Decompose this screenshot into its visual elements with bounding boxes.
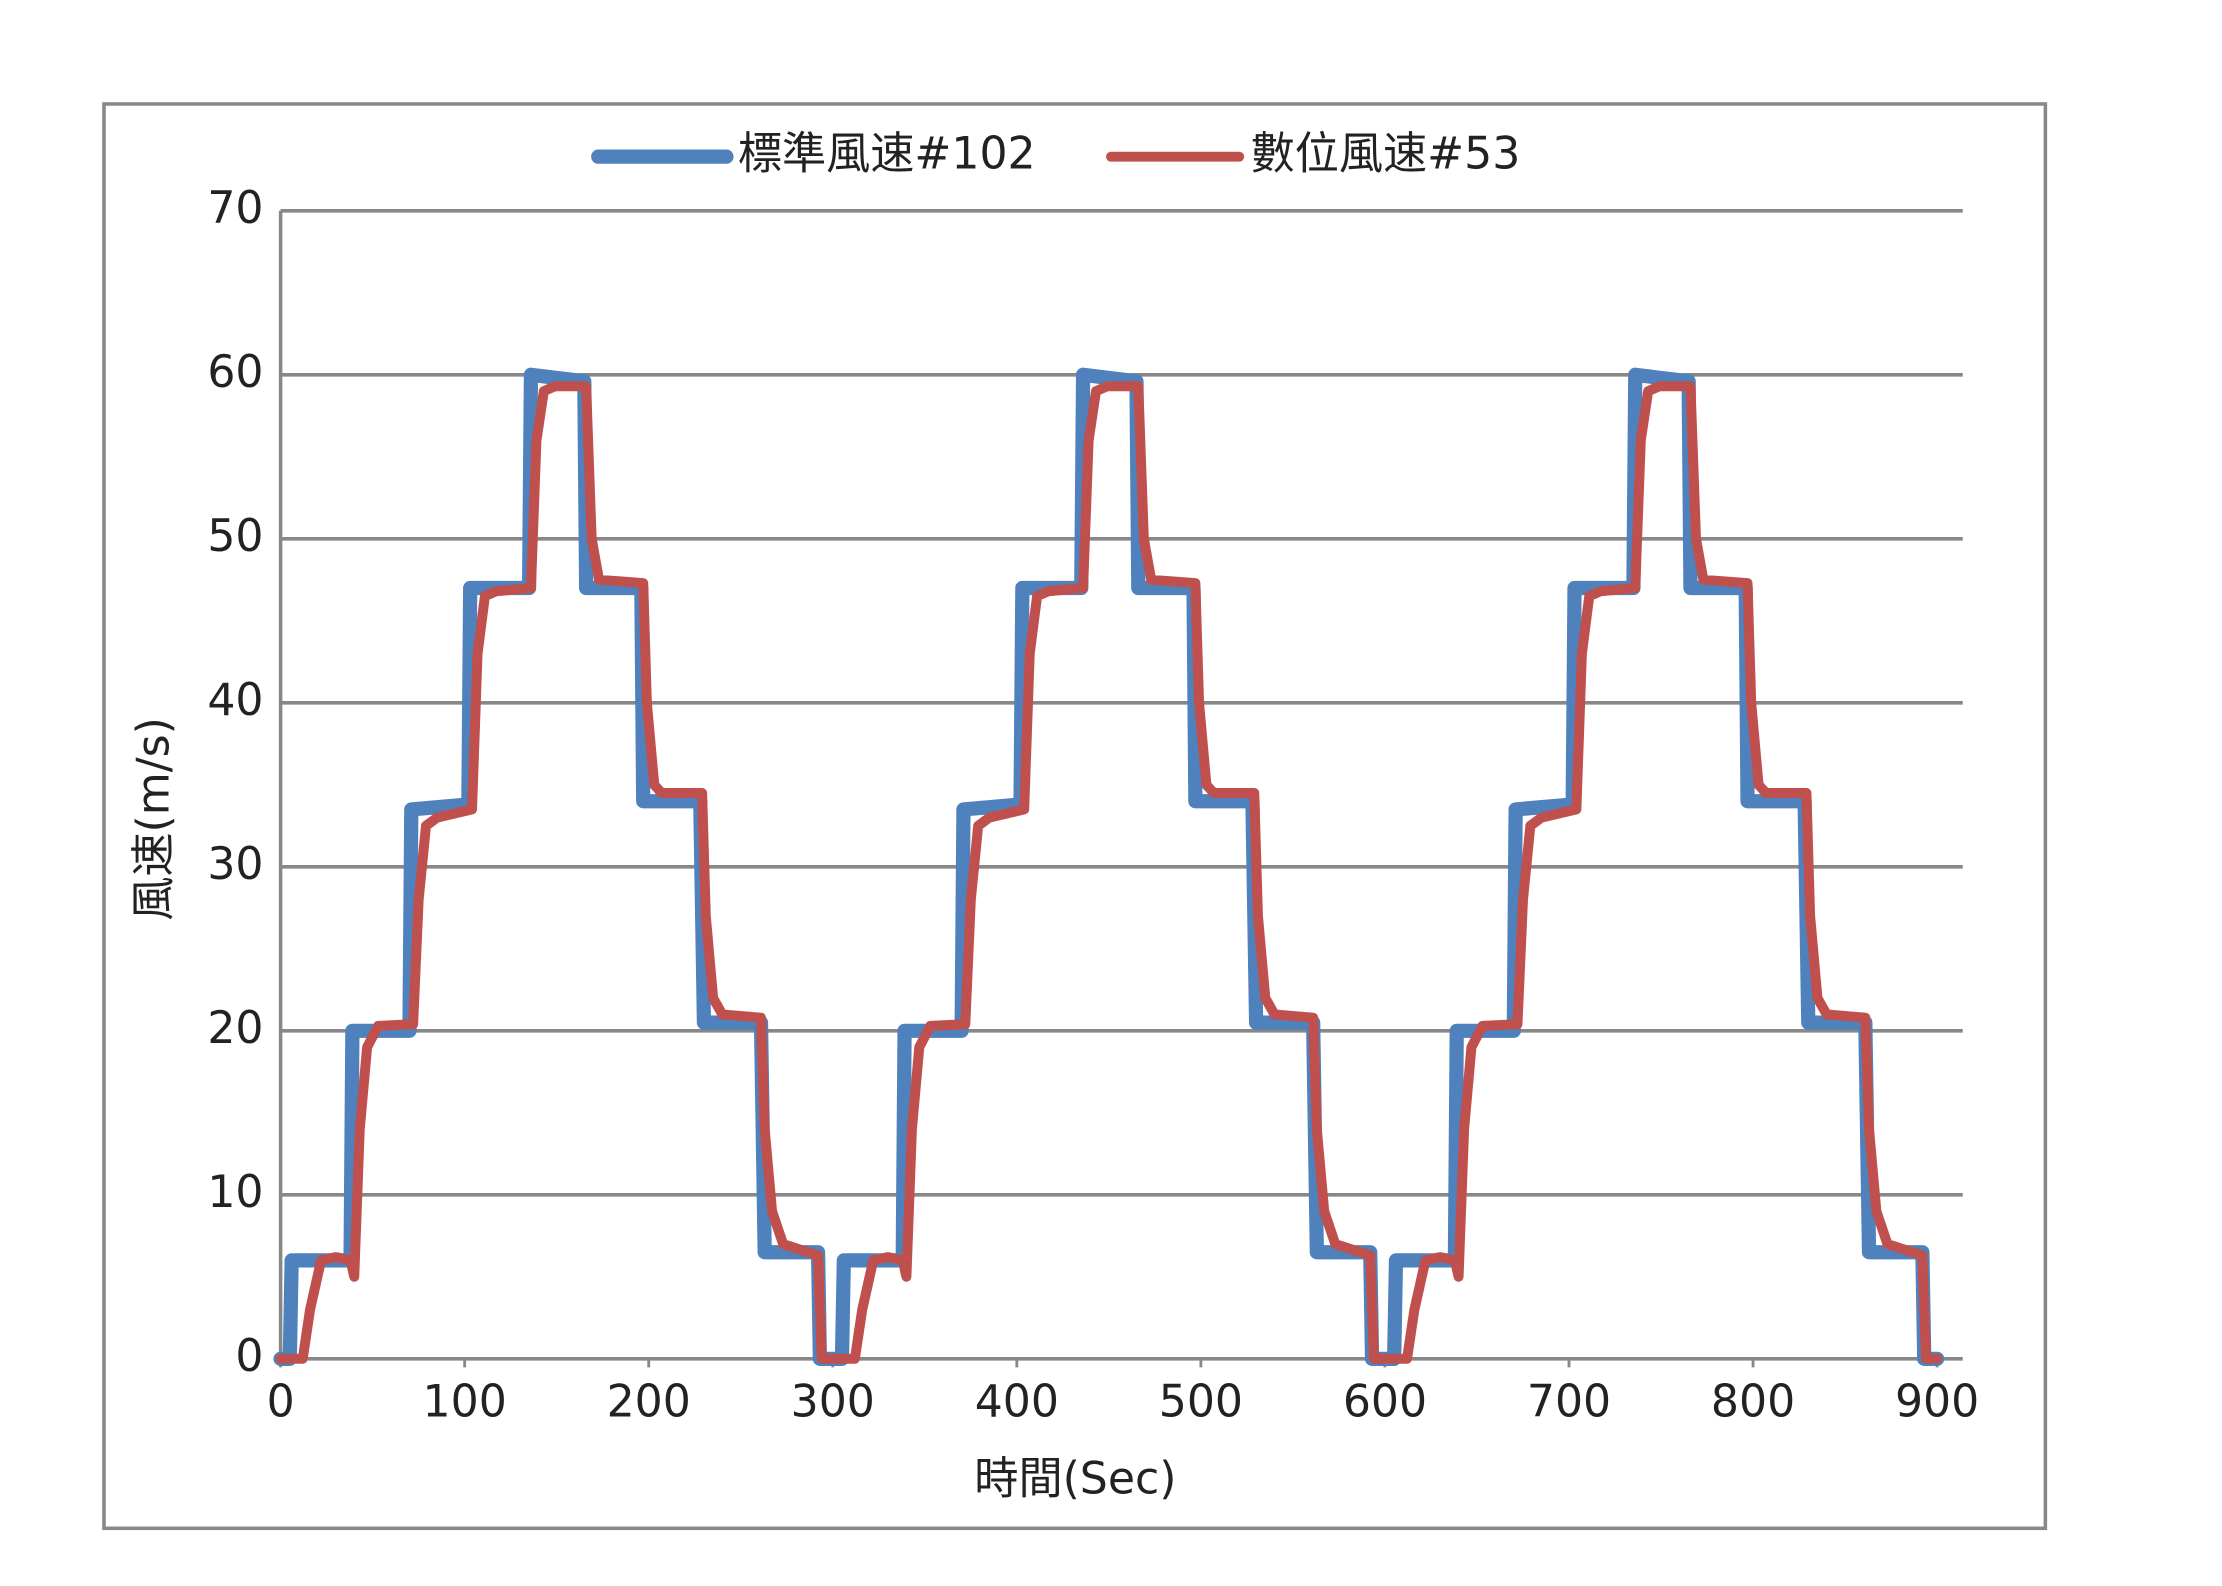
legend-label: 標準風速#102 [738,129,1036,180]
x-tick-label: 0 [267,1376,295,1427]
x-tick-label: 900 [1895,1376,1979,1427]
legend-label: 數位風速#53 [1251,129,1521,180]
x-axis-label: 時間(Sec) [974,1453,1176,1504]
x-tick-label: 500 [1159,1376,1243,1427]
y-tick-label: 0 [235,1331,263,1382]
y-tick-label: 50 [207,511,263,562]
y-tick-label: 60 [207,347,263,398]
y-axis-label: 風速(m/s) [129,717,180,921]
x-tick-label: 100 [423,1376,507,1427]
x-tick-label: 600 [1343,1376,1427,1427]
series-line [275,381,1943,1364]
x-tick-label: 700 [1527,1376,1611,1427]
y-tick-label: 10 [207,1167,263,1218]
y-tick-label: 20 [207,1003,263,1054]
x-tick-label: 400 [975,1376,1059,1427]
x-tick-label: 200 [607,1376,691,1427]
x-tick-label: 300 [791,1376,875,1427]
y-tick-label: 40 [207,675,263,726]
y-tick-label: 30 [207,839,263,890]
chart-frame [102,102,2048,1531]
series-line [273,367,1945,1366]
x-tick-label: 800 [1711,1376,1795,1427]
y-tick-label: 70 [207,183,263,234]
